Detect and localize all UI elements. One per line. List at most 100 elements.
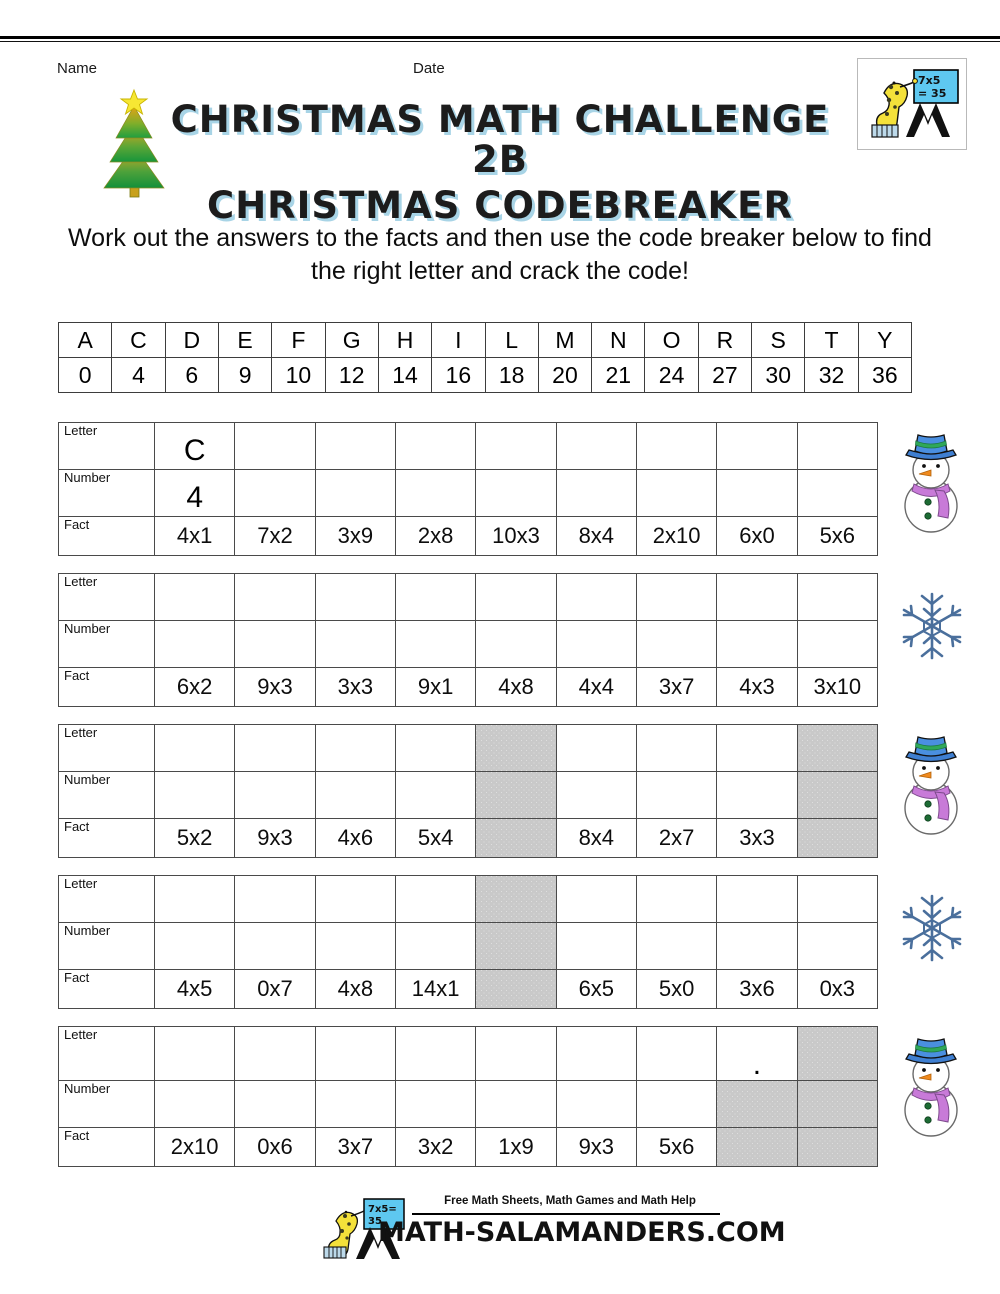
number-answer-cell[interactable] (716, 620, 798, 668)
letter-answer-cell[interactable] (796, 875, 879, 923)
number-answer-cell[interactable] (153, 1080, 236, 1128)
fact-cell: 4x3 (716, 667, 798, 707)
letter-answer-cell[interactable] (475, 422, 557, 470)
number-answer-cell[interactable] (314, 922, 396, 970)
number-answer-cell[interactable] (475, 469, 557, 517)
code-key-letter: E (217, 322, 273, 358)
letter-answer-cell[interactable] (234, 422, 316, 470)
letter-answer-cell[interactable] (716, 724, 798, 772)
number-answer-cell[interactable] (234, 771, 316, 819)
number-answer-cell[interactable] (153, 771, 236, 819)
fact-cell: 3x3 (314, 667, 396, 707)
letter-answer-cell[interactable] (716, 573, 798, 621)
letter-answer-cell[interactable] (475, 1026, 557, 1081)
puzzle-table-5[interactable]: Letter. Number Fact 2x10 0x6 3x7 3x2 1x9 9x3 5x6 (58, 1026, 879, 1167)
fact-cell: 2x10 (635, 516, 718, 556)
letter-answer-cell[interactable] (475, 573, 557, 621)
number-answer-cell[interactable] (555, 469, 637, 517)
letter-answer-cell[interactable]: C (153, 422, 236, 470)
number-answer-cell[interactable] (796, 620, 879, 668)
number-answer-cell[interactable] (234, 469, 316, 517)
number-answer-cell[interactable] (796, 922, 879, 970)
letter-answer-cell[interactable] (394, 573, 477, 621)
letter-answer-cell[interactable] (555, 724, 637, 772)
number-answer-cell[interactable] (635, 922, 718, 970)
letter-answer-cell[interactable] (234, 1026, 316, 1081)
number-answer-cell[interactable] (716, 922, 798, 970)
letter-answer-cell[interactable]: . (716, 1026, 798, 1081)
number-answer-cell[interactable] (716, 771, 798, 819)
letter-answer-cell[interactable] (234, 573, 316, 621)
number-answer-cell[interactable] (314, 1080, 396, 1128)
letter-answer-cell[interactable] (153, 724, 236, 772)
puzzle-table-4[interactable]: Letter Number Fact 4x5 0x7 4x8 14x1 6x5 5x0 3x6 0x… (58, 875, 879, 1009)
number-answer-cell[interactable] (394, 1080, 477, 1128)
letter-answer-cell[interactable] (555, 573, 637, 621)
number-answer-cell[interactable] (234, 620, 316, 668)
letter-answer-cell[interactable] (314, 724, 396, 772)
number-answer-cell[interactable] (153, 922, 236, 970)
number-answer-cell[interactable] (394, 469, 477, 517)
letter-answer-cell[interactable] (314, 422, 396, 470)
letter-answer-cell[interactable] (153, 875, 236, 923)
letter-answer-cell[interactable] (394, 724, 477, 772)
letter-answer-cell[interactable] (314, 1026, 396, 1081)
number-answer-cell[interactable] (314, 771, 396, 819)
letter-answer-cell[interactable] (314, 875, 396, 923)
letter-answer-cell[interactable] (635, 422, 718, 470)
number-answer-cell[interactable] (635, 620, 718, 668)
footer: 7x5= 35 Free Math Sheets, Math Games and… (320, 1193, 786, 1265)
number-answer-cell[interactable] (555, 1080, 637, 1128)
letter-answer-cell[interactable] (635, 875, 718, 923)
footer-domain[interactable]: MATH-SALAMANDERS.COM (378, 1217, 786, 1248)
letter-answer-cell[interactable] (796, 422, 879, 470)
number-answer-cell[interactable] (234, 922, 316, 970)
number-answer-cell[interactable] (555, 620, 637, 668)
letter-answer-cell[interactable] (716, 422, 798, 470)
letter-answer-cell[interactable] (716, 875, 798, 923)
letter-answer-cell[interactable] (796, 573, 879, 621)
fact-cell: 5x4 (394, 818, 477, 858)
number-answer-cell[interactable] (555, 922, 637, 970)
puzzle-letter-row: Letter C (58, 422, 879, 470)
letter-answer-cell[interactable] (555, 875, 637, 923)
number-answer-cell[interactable] (635, 1080, 718, 1128)
number-answer-cell[interactable]: 4 (153, 469, 236, 517)
svg-text:7x5=: 7x5= (368, 1204, 397, 1215)
letter-answer-cell[interactable] (314, 573, 396, 621)
letter-answer-cell[interactable] (394, 422, 477, 470)
puzzle-number-row: Number (58, 922, 879, 970)
number-answer-cell[interactable] (635, 771, 718, 819)
number-answer-cell[interactable] (475, 1080, 557, 1128)
letter-answer-cell[interactable] (394, 875, 477, 923)
number-answer-cell[interactable] (234, 1080, 316, 1128)
letter-answer-cell[interactable] (234, 875, 316, 923)
puzzle-table-3[interactable]: Letter Number Fact 5x2 9x3 4x6 5x4 8x4 2x7 3x3 (58, 724, 879, 858)
puzzle-table-1[interactable]: Letter C Number 4 Fact 4x1 7x2 3x9 2x8 10x3 8x4 2x1… (58, 422, 879, 556)
letter-answer-cell[interactable] (234, 724, 316, 772)
fact-cell: 2x7 (635, 818, 718, 858)
letter-answer-cell[interactable] (555, 422, 637, 470)
number-answer-cell[interactable] (314, 620, 396, 668)
number-answer-cell[interactable] (796, 469, 879, 517)
letter-answer-cell[interactable] (153, 573, 236, 621)
number-answer-cell[interactable] (394, 771, 477, 819)
puzzle-table-2[interactable]: Letter Number Fact 6x2 9x3 3x3 9x1 4x8 4x4 3x7 4x3… (58, 573, 879, 707)
number-answer-cell[interactable] (716, 469, 798, 517)
number-answer-cell[interactable] (153, 620, 236, 668)
number-answer-cell[interactable] (555, 771, 637, 819)
letter-answer-cell[interactable] (635, 1026, 718, 1081)
number-answer-cell[interactable] (314, 469, 396, 517)
svg-text:35: 35 (368, 1216, 382, 1227)
letter-answer-cell[interactable] (153, 1026, 236, 1081)
letter-answer-cell[interactable] (555, 1026, 637, 1081)
letter-answer-cell[interactable] (394, 1026, 477, 1081)
number-answer-cell[interactable] (475, 620, 557, 668)
letter-answer-cell[interactable] (635, 724, 718, 772)
fact-cell: 4x8 (475, 667, 557, 707)
letter-answer-cell[interactable] (635, 573, 718, 621)
number-answer-cell[interactable] (394, 620, 477, 668)
number-answer-cell[interactable] (394, 922, 477, 970)
number-answer-cell[interactable] (635, 469, 718, 517)
code-key-letter: D (164, 322, 219, 358)
